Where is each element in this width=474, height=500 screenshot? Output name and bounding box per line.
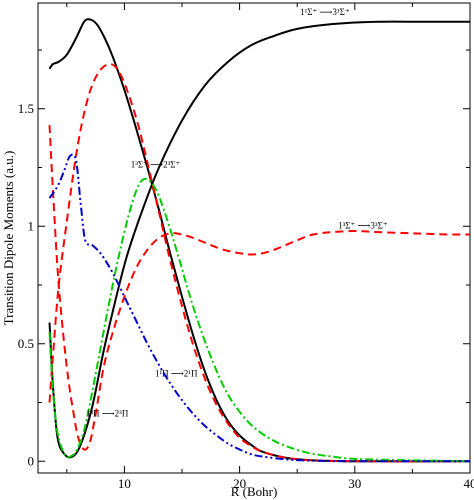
plot-frame — [37, 2, 471, 474]
x-tick-label: 30 — [348, 476, 361, 491]
series-line-s5 — [48, 177, 471, 463]
x-tick-label: 10 — [118, 476, 131, 491]
series-line-s3 — [48, 125, 471, 451]
series-layer — [48, 18, 471, 463]
series-line-s4 — [48, 63, 471, 463]
annotation-a1: 1¹Σ⁺ ⟶3¹Σ⁺ — [300, 7, 350, 17]
y-tick-label: 0 — [28, 453, 35, 468]
y-tick-label: 0.5 — [18, 336, 34, 351]
series-line-s6 — [48, 153, 471, 463]
x-tick-label: 20 — [233, 476, 246, 491]
annotation-a3: 1³Σ⁺ ⟶2³Σ⁺ — [131, 160, 181, 170]
annotation-a5: 1³Π ⟶2³Π — [86, 409, 129, 419]
series-line-s1 — [48, 20, 470, 459]
y-tick-label: 1 — [28, 218, 35, 233]
annotations: 1¹Σ⁺ ⟶3¹Σ⁺ 1³Σ⁺ ⟶3³Σ⁺ 1³Σ⁺ ⟶2³Σ⁺ 1¹Π ⟶2¹Π 1³… — [86, 7, 388, 419]
y-axis-title: Transition Dipole Moments (a.u.) — [1, 151, 16, 326]
annotation-a2: 1³Σ⁺ ⟶3³Σ⁺ — [338, 221, 388, 231]
x-axis-title: R (Bohr) — [231, 484, 278, 499]
y-tick-label: 1.5 — [18, 101, 34, 116]
series-line-s2 — [48, 18, 471, 463]
annotation-a4: 1¹Π ⟶2¹Π — [155, 369, 198, 379]
x-tick-label: 40 — [464, 476, 474, 491]
